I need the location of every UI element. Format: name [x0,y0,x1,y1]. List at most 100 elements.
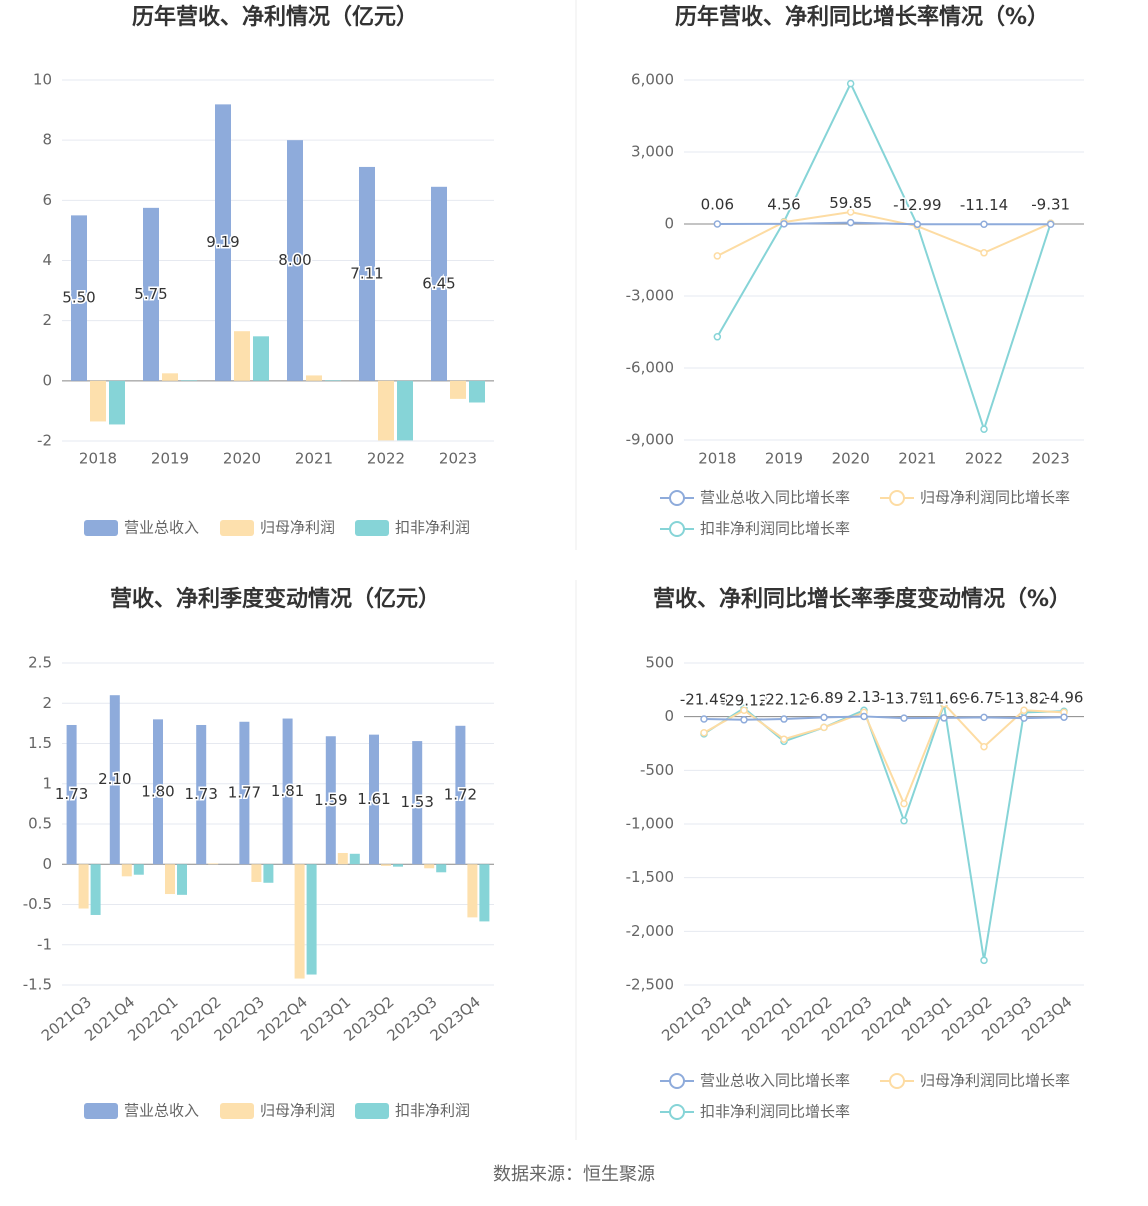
legend-label: 营业总收入同比增长率 [700,1072,850,1090]
bar [325,736,336,865]
y-tick-label: 2.5 [28,654,52,672]
value-label: 0.06 [701,195,734,213]
y-tick-label: 2 [42,694,52,712]
legend-swatch [84,1103,118,1119]
value-label: -6.75 [965,689,1004,707]
value-label: -22.12 [760,691,808,709]
y-tick-label: -9,000 [626,431,674,449]
value-label: -29.12 [720,691,768,709]
point [980,742,988,751]
value-label: 59.85 [829,194,872,212]
value-label: 1.73 [184,785,217,803]
value-label: -11.14 [960,196,1008,214]
point [820,713,828,722]
x-tick-label: 2020 [223,450,261,468]
legend-swatch [669,1104,685,1120]
bar [71,215,87,381]
series-line [703,701,1065,807]
value-label: -12.99 [893,196,941,214]
chart-title: 历年营收、净利同比增长率情况（%） [675,4,1049,30]
point [820,723,828,732]
y-tick-label: 6,000 [631,71,674,89]
point [860,712,868,721]
y-tick-label: 0 [664,215,674,233]
point [900,799,908,808]
y-tick-label: 1.5 [28,734,52,752]
legend-swatch [669,521,685,537]
bar [109,695,120,865]
series-line [716,210,1052,257]
point [740,706,748,714]
value-label: 4.56 [767,195,800,213]
x-tick-label: 2019 [151,450,189,468]
value-label: -13.78 [880,690,928,708]
value-label: 5.50 [62,289,95,307]
y-tick-label: 10 [33,71,52,89]
y-tick-label: 0.5 [28,815,52,833]
y-tick-label: -1.5 [23,976,52,994]
value-label: 1.77 [228,784,261,802]
bar [251,864,262,882]
bar [397,380,413,441]
bar [133,864,144,875]
bar [359,166,375,381]
point [713,333,722,341]
bar [381,864,391,866]
point [980,220,988,229]
bar [287,140,303,381]
point [1020,706,1028,714]
bar [479,864,490,922]
point [1060,713,1068,721]
bar [66,724,77,865]
value-label: 9.19 [206,233,239,251]
y-tick-label: 8 [42,131,52,149]
legend-swatch [889,490,905,506]
value-label: -9.31 [1031,196,1070,214]
legend-swatch [220,520,254,536]
point [780,735,788,743]
series-line [703,715,1065,721]
bar [181,380,197,381]
x-tick-label: 2023 [439,450,477,468]
point [900,817,908,825]
y-tick-label: -1 [37,935,52,953]
x-tick-label: 2019 [765,450,803,468]
legend-label: 扣非净利润 [395,519,470,537]
bar [349,853,360,865]
bar [450,380,466,399]
point [980,249,988,257]
legend-label: 扣非净利润同比增长率 [700,1103,850,1121]
bar [294,864,305,979]
point [980,956,988,965]
bar [467,864,478,918]
bar [424,864,435,869]
value-label: 8.00 [278,251,311,269]
bar [378,380,394,441]
bar [455,725,466,865]
x-tick-label: 2023 [1032,450,1070,468]
point [846,79,855,88]
x-tick-label: 2021 [295,450,333,468]
point [913,220,922,229]
y-tick-label: 6 [42,191,52,209]
value-label: -21.48 [680,690,728,708]
y-tick-label: 1 [42,774,52,792]
legend-swatch [669,490,685,506]
y-tick-label: 500 [645,654,674,672]
value-label: 1.61 [357,790,390,808]
point [713,252,722,260]
legend-label: 归母净利润同比增长率 [920,489,1070,507]
y-tick-label: 0 [42,371,52,389]
bar [253,336,269,381]
chart-title: 营收、净利同比增长率季度变动情况（%） [653,586,1071,612]
bar [325,380,341,381]
bar [282,718,293,865]
y-tick-label: 4 [42,251,52,269]
bar [121,864,132,877]
bar [109,380,125,425]
bar [165,864,175,895]
value-label: -4.96 [1045,689,1084,707]
bar [436,864,447,873]
bar [369,734,379,865]
point [713,220,722,228]
